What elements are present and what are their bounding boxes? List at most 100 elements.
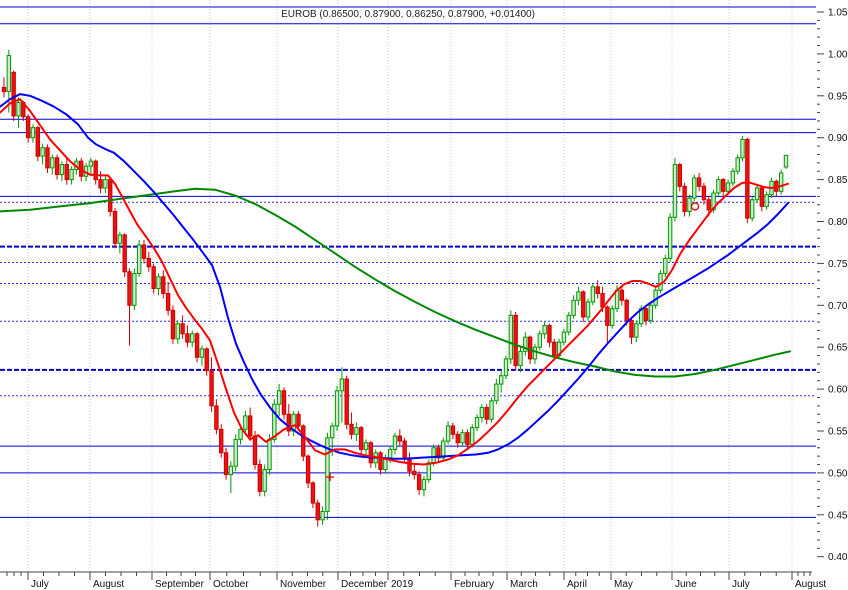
candle-down [98, 179, 103, 189]
y-axis-label: 1.05 [828, 8, 848, 19]
candle-up [354, 427, 359, 435]
candle-up [339, 378, 345, 392]
candle-up [518, 350, 523, 367]
candle-down [45, 147, 50, 169]
y-axis-label: 0.75 [828, 259, 848, 270]
candle-up [199, 348, 205, 358]
candle-up [532, 346, 538, 360]
candle-up [523, 336, 528, 352]
y-axis-label: 0.90 [828, 133, 848, 144]
candle-down [412, 470, 417, 476]
candle-up [363, 442, 369, 450]
moving-average-fast-red [0, 98, 789, 466]
candle-up [228, 465, 234, 476]
candle-up [692, 177, 697, 199]
candle-down [368, 442, 374, 464]
candle-up [648, 304, 654, 321]
candle-down [745, 138, 750, 219]
y-axis-label: 0.55 [828, 427, 848, 438]
candle-down [619, 289, 625, 301]
moving-average-slow-green [0, 187, 791, 378]
candle-up [672, 164, 678, 218]
candle-down [605, 306, 610, 326]
candle-down [682, 185, 687, 212]
candle-down [35, 127, 40, 157]
candle-up [561, 331, 567, 343]
candle-down [180, 323, 185, 335]
candle-down [552, 341, 557, 357]
x-axis-label: September [155, 579, 205, 590]
y-axis-label: 0.60 [828, 385, 848, 396]
candle-down [219, 428, 224, 454]
candle-down [194, 333, 200, 358]
candle-up [687, 197, 692, 212]
x-axis: July August September October November Decemb… [0, 571, 826, 590]
candle-down [310, 482, 316, 504]
candle-down [296, 413, 301, 427]
candle-down [286, 413, 291, 432]
candle-up [460, 432, 465, 444]
candle-up [576, 291, 581, 301]
candle-up [243, 415, 248, 430]
candle-up [426, 462, 431, 481]
candle-up [571, 299, 576, 316]
candle-up [320, 510, 325, 521]
y-axis-label: 0.80 [828, 217, 848, 228]
moving-average-medium-blue [0, 93, 789, 460]
candle-up [387, 448, 393, 459]
candle-up [764, 194, 769, 207]
x-axis-label: August [795, 579, 826, 590]
candle-down [93, 160, 98, 181]
candle-down [349, 423, 354, 435]
x-axis-label: March [510, 579, 538, 590]
candle-down [416, 474, 422, 491]
candle-down [358, 427, 364, 450]
candle-down [252, 435, 258, 466]
candle-down [629, 319, 634, 338]
candle-down [305, 455, 311, 484]
candle-down [484, 407, 489, 420]
candle-up [566, 314, 571, 333]
candle-up [663, 257, 668, 274]
candle-up [330, 425, 335, 439]
candle-down [759, 187, 765, 207]
candle-down [185, 333, 190, 343]
candle-up [334, 390, 340, 427]
x-axis-label: April [567, 579, 587, 590]
candle-up [590, 286, 596, 303]
candle-up [537, 333, 542, 348]
candle-up [233, 438, 238, 467]
candle-up [238, 428, 243, 440]
y-axis: 1.05 1.00 0.95 0.90 0.85 0.80 0.75 0.70 0.65 0.60… [817, 8, 848, 563]
candle-down [209, 370, 214, 407]
y-axis-label: 1.00 [828, 49, 848, 60]
candle-up [69, 169, 74, 181]
candle-up [50, 157, 55, 169]
candle-up [190, 333, 195, 343]
y-axis-label: 0.70 [828, 301, 848, 312]
candle-up [276, 390, 282, 405]
candle-down [397, 435, 403, 442]
candle-up [735, 157, 740, 172]
candle-up [754, 187, 760, 201]
candle-down [54, 157, 60, 176]
candle-down [378, 452, 383, 471]
candle-up [175, 323, 180, 340]
candle-down [547, 324, 552, 343]
y-axis-label: 0.40 [828, 552, 848, 563]
candle-up [711, 192, 716, 211]
candle-down [122, 234, 127, 273]
candle-up [740, 138, 745, 159]
x-axis-label: 2019 [391, 579, 414, 590]
candle-up [489, 400, 494, 420]
candle-up [498, 375, 504, 385]
candle-up [716, 179, 721, 194]
candle-up [634, 323, 639, 338]
candle-down [677, 164, 682, 187]
candle-up [542, 324, 547, 335]
x-axis-label: August [93, 579, 124, 590]
candle-up [441, 440, 446, 459]
y-axis-label: 0.95 [828, 91, 848, 102]
event-marker-circle [690, 202, 700, 211]
